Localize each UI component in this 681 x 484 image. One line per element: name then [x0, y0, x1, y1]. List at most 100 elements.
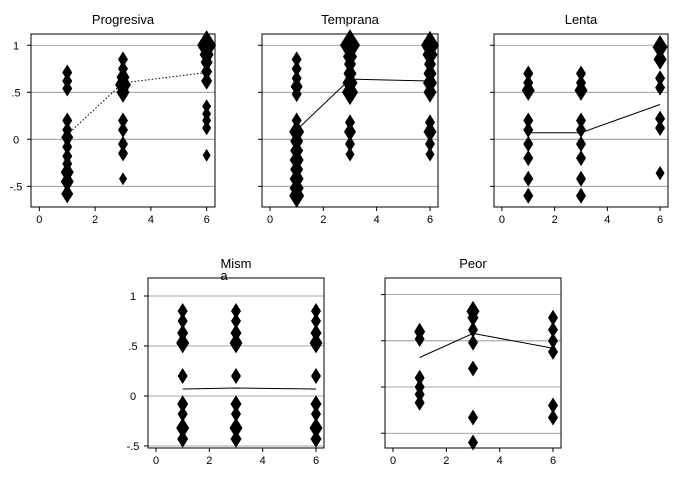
x-tick-label: 2 [320, 214, 326, 226]
x-tick-label: 0 [153, 455, 159, 467]
plot-frame [30, 33, 216, 208]
data-point [576, 187, 586, 204]
data-point [309, 417, 323, 439]
data-point [177, 303, 188, 319]
trend-line [66, 72, 207, 135]
data-point [177, 368, 188, 384]
data-point [652, 35, 668, 60]
data-point [116, 81, 130, 103]
data-point [310, 395, 322, 413]
data-point [467, 308, 479, 327]
data-point [177, 313, 188, 329]
data-point [576, 121, 586, 138]
data-point [655, 70, 666, 87]
data-point [548, 332, 558, 349]
data-point [231, 313, 241, 329]
data-point [177, 430, 189, 448]
data-point [202, 148, 211, 162]
plot-frame [493, 33, 669, 208]
data-point [201, 62, 213, 81]
trend-line [296, 78, 431, 131]
data-point [414, 394, 425, 411]
data-point [576, 112, 586, 129]
data-point [523, 121, 534, 138]
data-point [309, 332, 323, 354]
x-tick-label: 2 [552, 214, 558, 226]
data-point [521, 80, 535, 101]
data-point [229, 332, 243, 354]
data-point [118, 51, 128, 68]
data-point [291, 86, 302, 103]
chart-title: Lenta [565, 12, 598, 27]
x-tick-label: 0 [390, 455, 396, 467]
data-point [62, 112, 73, 129]
data-point [414, 330, 425, 347]
data-point [311, 303, 321, 319]
data-point [468, 409, 478, 426]
x-tick-label: 6 [550, 455, 556, 467]
data-point [653, 48, 667, 70]
data-point [202, 120, 212, 136]
data-point [200, 52, 213, 72]
data-point [548, 321, 558, 338]
data-point [61, 127, 74, 148]
y-tick-label: 1 [13, 40, 19, 52]
x-tick-label: 0 [267, 214, 273, 226]
data-point [230, 395, 242, 413]
data-point [423, 121, 437, 143]
data-point [311, 313, 321, 329]
x-tick-label: 4 [497, 455, 503, 467]
data-point [523, 150, 534, 167]
data-point [289, 183, 305, 208]
x-tick-label: 6 [657, 214, 663, 226]
data-point [548, 397, 558, 414]
x-tick-label: 6 [204, 214, 210, 226]
data-point [523, 65, 534, 82]
chart-title: Mism a [220, 256, 251, 283]
chart-panel: Temprana 0 2 4 6 [258, 12, 439, 226]
y-tick-label: 0 [130, 391, 136, 403]
x-tick-label: 0 [36, 214, 42, 226]
data-point [523, 170, 534, 187]
data-point [523, 187, 534, 204]
y-tick-label: -.5 [10, 181, 23, 193]
trend-line [419, 332, 554, 358]
data-point [574, 80, 588, 101]
data-point [523, 136, 534, 153]
data-point [118, 145, 128, 162]
data-point [345, 147, 355, 162]
data-point [231, 303, 241, 319]
x-tick-label: 2 [443, 455, 449, 467]
data-point [414, 369, 425, 386]
trend-line [182, 387, 317, 390]
y-tick-label: .5 [11, 87, 20, 99]
data-point [576, 136, 586, 153]
data-point [62, 80, 73, 97]
y-tick-label: 0 [13, 134, 19, 146]
x-tick-label: 2 [206, 455, 212, 467]
data-point [291, 51, 302, 68]
chart-panel: Lenta 0 2 4 6 [490, 12, 669, 226]
chart-title: Temprana [321, 12, 380, 27]
data-point [202, 113, 212, 128]
chart-title: Progresiva [92, 12, 155, 27]
y-tick-label: .5 [128, 341, 137, 353]
data-point [229, 417, 243, 439]
data-point [62, 138, 73, 155]
data-point [576, 65, 586, 82]
data-point [119, 172, 127, 186]
data-point [118, 112, 128, 129]
data-point [230, 430, 242, 448]
x-tick-label: 4 [604, 214, 610, 226]
data-point [468, 434, 478, 451]
data-point [345, 136, 355, 153]
data-point [291, 60, 302, 77]
data-point [548, 409, 558, 426]
data-point [576, 150, 586, 167]
data-point [414, 386, 425, 403]
data-point [118, 136, 128, 153]
data-point [655, 120, 666, 137]
data-point [340, 29, 360, 62]
data-point [177, 406, 188, 422]
